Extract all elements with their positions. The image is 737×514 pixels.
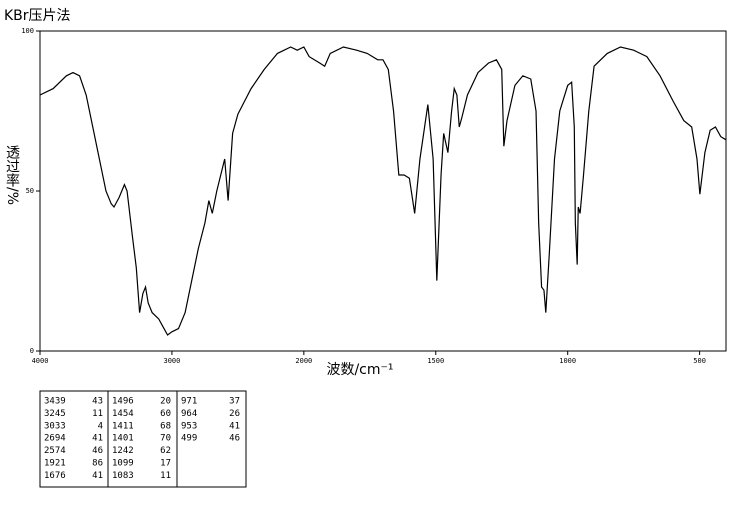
peak-transmittance: 86: [92, 459, 103, 469]
peak-wavenumber: 964: [181, 409, 197, 419]
peak-wavenumber: 971: [181, 397, 197, 407]
peak-transmittance: 11: [160, 471, 171, 481]
peak-transmittance: 68: [160, 421, 171, 431]
x-tick-label: 2000: [295, 357, 312, 365]
peak-transmittance: 4: [98, 421, 103, 431]
peak-wavenumber: 1921: [44, 459, 66, 469]
chart-title: KBr压片法: [4, 8, 71, 24]
peak-transmittance: 70: [160, 434, 171, 444]
peak-transmittance: 62: [160, 446, 171, 456]
peak-wavenumber: 3439: [44, 397, 66, 407]
peak-table-frame: [39, 390, 247, 488]
y-tick-label: 100: [21, 27, 34, 35]
peak-transmittance: 41: [229, 421, 240, 431]
peak-wavenumber: 3033: [44, 421, 66, 431]
peak-wavenumber: 1401: [112, 434, 134, 444]
peak-wavenumber: 2694: [44, 434, 66, 444]
peak-transmittance: 26: [229, 409, 240, 419]
peak-wavenumber: 1676: [44, 471, 66, 481]
x-tick-label: 3000: [163, 357, 180, 365]
peak-wavenumber: 1411: [112, 421, 134, 431]
peak-wavenumber: 1496: [112, 397, 134, 407]
peak-transmittance: 41: [92, 471, 103, 481]
peak-wavenumber: 2574: [44, 446, 66, 456]
y-axis-label: 透过率/%: [4, 145, 20, 205]
peak-transmittance: 11: [92, 409, 103, 419]
peak-wavenumber: 953: [181, 421, 197, 431]
plot-frame: [39, 30, 727, 352]
peak-wavenumber: 1454: [112, 409, 134, 419]
y-tick-label: 0: [30, 347, 34, 355]
y-tick-label: 50: [26, 187, 34, 195]
spectrum-line: [39, 46, 727, 336]
peak-transmittance: 41: [92, 434, 103, 444]
x-tick-label: 4000: [32, 357, 49, 365]
peak-transmittance: 43: [92, 397, 103, 407]
peak-transmittance: 46: [92, 446, 103, 456]
peak-wavenumber: 1242: [112, 446, 134, 456]
peak-transmittance: 60: [160, 409, 171, 419]
x-tick-label: 500: [693, 357, 706, 365]
x-tick-label: 1500: [427, 357, 444, 365]
peak-wavenumber: 499: [181, 434, 197, 444]
peak-wavenumber: 1099: [112, 459, 134, 469]
peak-wavenumber: 3245: [44, 409, 66, 419]
x-tick-label: 1000: [559, 357, 576, 365]
peak-wavenumber: 1083: [112, 471, 134, 481]
peak-transmittance: 37: [229, 397, 240, 407]
peak-transmittance: 17: [160, 459, 171, 469]
x-axis-label: 波数/cm⁻¹: [326, 362, 393, 378]
peak-transmittance: 20: [160, 397, 171, 407]
peak-transmittance: 46: [229, 434, 240, 444]
